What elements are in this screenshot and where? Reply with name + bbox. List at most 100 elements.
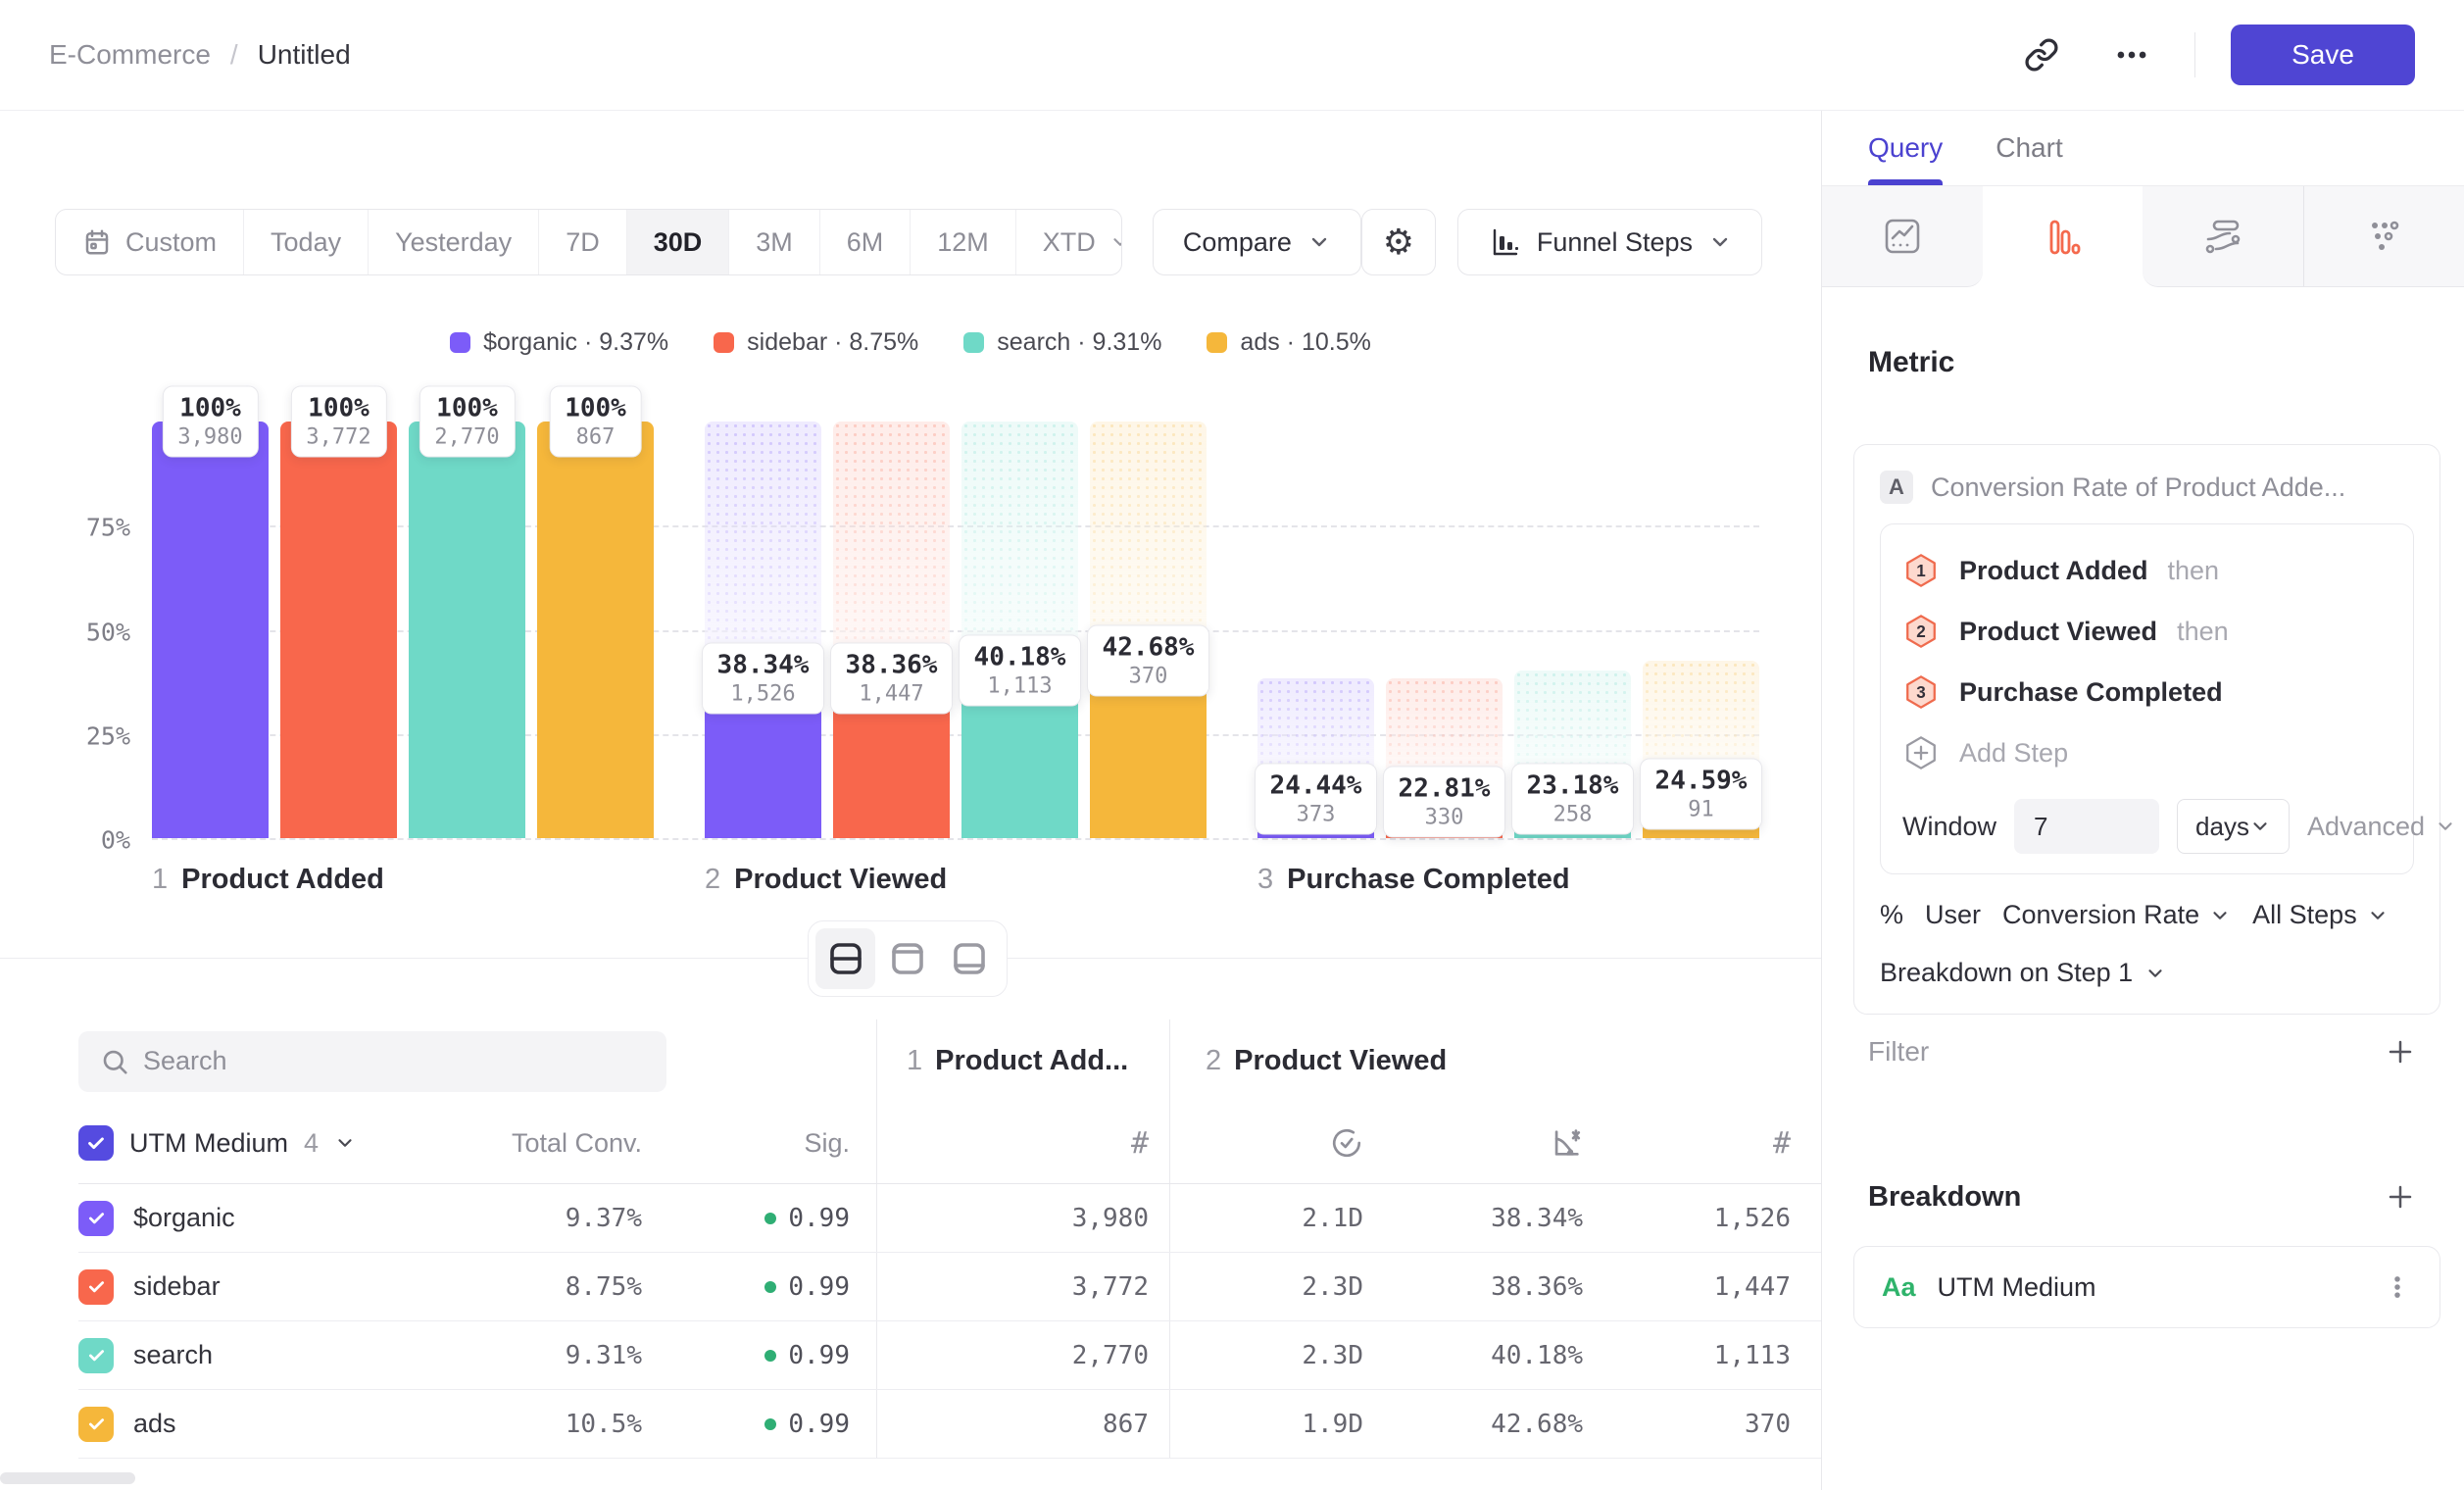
breakdown-table: 1Product Add... 2Product Viewed UTM Medi… xyxy=(0,1019,1821,1459)
bar-value-label: 22.81% 330 xyxy=(1383,766,1506,837)
date-range-3m[interactable]: 3M xyxy=(729,210,820,274)
breadcrumb-project[interactable]: E-Commerce xyxy=(49,39,211,71)
horizontal-scrollbar-thumb[interactable] xyxy=(0,1472,135,1484)
funnel-bar[interactable]: 23.18% 258 xyxy=(1514,422,1631,838)
funnel-bar[interactable]: 100% 867 xyxy=(537,422,654,838)
date-range-30d[interactable]: 30D xyxy=(627,210,730,274)
step-name: Product Viewed xyxy=(734,864,947,896)
row-checkbox[interactable] xyxy=(78,1201,114,1236)
window-value-input[interactable] xyxy=(2014,799,2159,854)
funnel-step-row[interactable]: 1 Product Added then xyxy=(1902,540,2391,601)
add-breakdown-button[interactable] xyxy=(2386,1182,2415,1212)
check-icon xyxy=(86,1208,107,1228)
chart-type-flow[interactable] xyxy=(2143,186,2304,287)
legend-item[interactable]: ads · 10.5% xyxy=(1207,328,1370,357)
conversion-percent: 24.59% xyxy=(1655,767,1748,796)
funnel-bar[interactable]: 24.59% 91 xyxy=(1643,422,1759,838)
column-header-avg-time[interactable] xyxy=(1170,1103,1363,1183)
compare-button[interactable]: Compare xyxy=(1153,209,1361,275)
funnel-step-row[interactable]: 3 Purchase Completed xyxy=(1902,662,2391,722)
legend-item[interactable]: search · 9.31% xyxy=(963,328,1161,357)
legend-item[interactable]: $organic · 9.37% xyxy=(450,328,668,357)
layout-split-toggle[interactable] xyxy=(815,928,875,989)
measured-metric-dropdown[interactable]: Conversion Rate xyxy=(2002,900,2231,930)
column-header-conversion[interactable] xyxy=(1363,1103,1583,1183)
breakdown-property-card[interactable]: Aa UTM Medium xyxy=(1853,1246,2440,1328)
user-count: 1,113 xyxy=(974,674,1066,699)
row-checkbox[interactable] xyxy=(78,1269,114,1305)
search-input[interactable] xyxy=(78,1031,666,1092)
table-group-header-1: 1Product Add... xyxy=(877,1019,1170,1103)
user-count: 1,447 xyxy=(846,681,938,706)
chevron-down-icon[interactable] xyxy=(334,1132,356,1154)
table-row[interactable]: $organic 9.37% 0.99 3,980 2.1D 38.34% 1,… xyxy=(78,1184,1821,1253)
significance-cell: 0.99 xyxy=(642,1321,850,1389)
select-all-checkbox[interactable] xyxy=(78,1125,114,1161)
step-name: Purchase Completed xyxy=(1287,864,1569,896)
date-range-today[interactable]: Today xyxy=(244,210,369,274)
breakdown-on-step-dropdown[interactable]: Breakdown on Step 1 xyxy=(1880,958,2414,988)
funnel-bar[interactable]: 22.81% 330 xyxy=(1386,422,1503,838)
bar-segment xyxy=(280,422,397,838)
row-checkbox[interactable] xyxy=(78,1407,114,1442)
column-divider xyxy=(850,1103,877,1183)
significance-dot xyxy=(764,1418,776,1430)
date-range-12m[interactable]: 12M xyxy=(911,210,1016,274)
row-checkbox[interactable] xyxy=(78,1338,114,1373)
bar-value-label: 100% 2,770 xyxy=(419,386,515,458)
chart-settings-button[interactable]: ⚙︎ xyxy=(1361,209,1436,275)
tab-chart[interactable]: Chart xyxy=(1996,111,2062,185)
date-range-yesterday[interactable]: Yesterday xyxy=(369,210,539,274)
chart-type-button[interactable]: Funnel Steps xyxy=(1457,209,1762,275)
funnel-step-row[interactable]: 2 Product Viewed then xyxy=(1902,601,2391,662)
column-header-total-conv[interactable]: Total Conv. xyxy=(490,1103,642,1183)
window-unit-select[interactable]: days xyxy=(2177,799,2290,854)
metric-series-badge: A xyxy=(1880,471,1913,504)
chart-type-funnel[interactable] xyxy=(1983,186,2144,287)
funnel-bar[interactable]: 40.18% 1,113 xyxy=(961,422,1078,838)
more-options-button[interactable] xyxy=(2104,27,2159,82)
significance-value: 0.99 xyxy=(788,1204,850,1233)
column-header-count-2[interactable]: # xyxy=(1583,1103,1791,1183)
funnel-bar[interactable]: 100% 2,770 xyxy=(409,422,525,838)
date-range-label: 7D xyxy=(566,227,600,258)
measured-entity[interactable]: User xyxy=(1925,900,1981,930)
breakdown-column-label[interactable]: UTM Medium xyxy=(129,1128,288,1159)
table-row[interactable]: search 9.31% 0.99 2,770 2.3D 40.18% 1,11… xyxy=(78,1321,1821,1390)
funnel-bar[interactable]: 100% 3,772 xyxy=(280,422,397,838)
add-step-button[interactable]: Add Step xyxy=(1902,722,2391,783)
funnel-bar[interactable]: 24.44% 373 xyxy=(1257,422,1374,838)
breadcrumb-title[interactable]: Untitled xyxy=(258,39,351,71)
add-filter-button[interactable] xyxy=(2386,1037,2415,1067)
header-divider xyxy=(2194,32,2195,77)
column-header-count-1[interactable]: # xyxy=(877,1103,1170,1183)
step2-count-cell: 1,526 xyxy=(1583,1184,1791,1252)
chart-type-scatter[interactable] xyxy=(2304,186,2464,287)
table-row[interactable]: sidebar 8.75% 0.99 3,772 2.3D 38.36% 1,4… xyxy=(78,1253,1821,1321)
query-panel: Query Chart Metric A Conversion Rate of … xyxy=(1821,111,2464,1490)
date-range-custom[interactable]: Custom xyxy=(56,210,244,274)
metric-title[interactable]: Conversion Rate of Product Adde... xyxy=(1931,472,2345,503)
date-range-6m[interactable]: 6M xyxy=(820,210,912,274)
layout-chart-only-toggle[interactable] xyxy=(877,928,937,989)
advanced-toggle[interactable]: Advanced xyxy=(2307,812,2456,842)
funnel-bar[interactable]: 42.68% 370 xyxy=(1090,422,1207,838)
column-header-sig[interactable]: Sig. xyxy=(642,1103,850,1183)
legend-item[interactable]: sidebar · 8.75% xyxy=(714,328,918,357)
layout-table-only-toggle[interactable] xyxy=(940,928,1000,989)
kebab-menu-icon[interactable] xyxy=(2383,1272,2412,1302)
funnel-bar[interactable]: 38.34% 1,526 xyxy=(705,422,821,838)
share-link-button[interactable] xyxy=(2014,27,2069,82)
measured-steps-dropdown[interactable]: All Steps xyxy=(2252,900,2389,930)
date-range-7d[interactable]: 7D xyxy=(539,210,627,274)
step-then-suffix: then xyxy=(2168,556,2220,586)
tab-query[interactable]: Query xyxy=(1868,111,1943,185)
chevron-down-icon xyxy=(2144,963,2166,984)
total-conversion-cell: 9.31% xyxy=(490,1321,642,1389)
funnel-bar[interactable]: 100% 3,980 xyxy=(152,422,269,838)
date-range-xtd[interactable]: XTD xyxy=(1016,210,1122,274)
save-button[interactable]: Save xyxy=(2231,25,2415,85)
table-row[interactable]: ads 10.5% 0.99 867 1.9D 42.68% 370 xyxy=(78,1390,1821,1459)
funnel-bar[interactable]: 38.36% 1,447 xyxy=(833,422,950,838)
chart-type-line[interactable] xyxy=(1822,186,1983,287)
